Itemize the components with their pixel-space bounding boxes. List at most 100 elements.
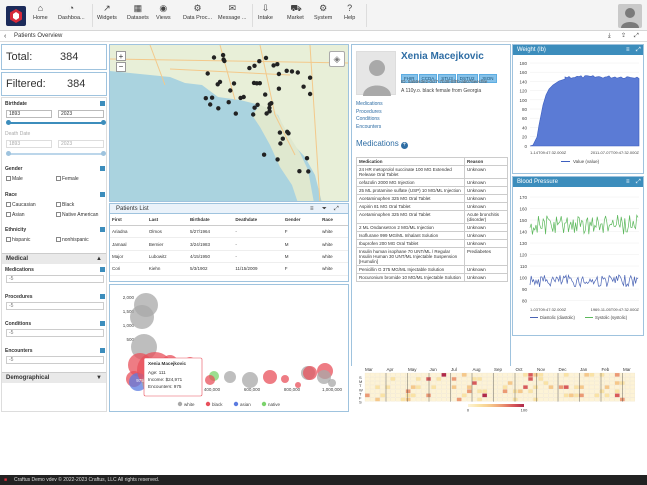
calendar-cell[interactable] xyxy=(533,381,539,385)
calendar-cell[interactable] xyxy=(441,377,447,381)
calendar-cell[interactable] xyxy=(507,397,513,402)
calendar-cell[interactable] xyxy=(589,381,595,385)
calendar-cell[interactable] xyxy=(487,389,493,394)
calendar-cell[interactable] xyxy=(492,389,498,394)
calendar-cell[interactable] xyxy=(568,393,574,398)
column-header[interactable]: Gender xyxy=(282,214,321,226)
calendar-cell[interactable] xyxy=(482,393,488,398)
bubble[interactable] xyxy=(281,375,289,383)
calendar-cell[interactable] xyxy=(415,381,421,385)
weight-menu-icon[interactable]: ≡ xyxy=(626,47,630,53)
calendar-cell[interactable] xyxy=(594,385,600,390)
calendar-cell[interactable] xyxy=(574,397,579,402)
calendar-cell[interactable] xyxy=(375,381,381,385)
calendar-cell[interactable] xyxy=(563,377,569,381)
calendar-cell[interactable] xyxy=(466,372,472,377)
calendar-cell[interactable] xyxy=(614,385,620,390)
calendar-cell[interactable] xyxy=(477,393,482,398)
calendar-cell[interactable] xyxy=(466,381,472,385)
calendar-cell[interactable] xyxy=(487,381,493,385)
calendar-cell[interactable] xyxy=(420,397,426,402)
calendar-cell[interactable] xyxy=(630,372,636,377)
map-marker[interactable] xyxy=(307,75,313,80)
calendar-cell[interactable] xyxy=(609,397,615,402)
calendar-cell[interactable] xyxy=(604,372,610,377)
calendar-cell[interactable] xyxy=(471,393,477,398)
diastolic-series[interactable] xyxy=(529,273,639,288)
calendar-cell[interactable] xyxy=(466,377,472,381)
map-marker[interactable] xyxy=(233,111,238,116)
calendar-cell[interactable] xyxy=(385,389,391,394)
calendar-cell[interactable] xyxy=(471,385,477,390)
calendar-cell[interactable] xyxy=(574,381,579,385)
calendar-cell[interactable] xyxy=(471,381,477,385)
calendar-cell[interactable] xyxy=(604,389,610,394)
calendar-cell[interactable] xyxy=(574,389,579,394)
calendar-cell[interactable] xyxy=(594,381,600,385)
map-marker[interactable] xyxy=(301,84,306,89)
calendar-cell[interactable] xyxy=(431,377,437,381)
calendar-cell[interactable] xyxy=(523,393,528,398)
calendar-cell[interactable] xyxy=(609,389,615,394)
table-row[interactable]: Acetaminophen 325 MG Oral Tablet Unknown xyxy=(356,194,508,203)
calendar-cell[interactable] xyxy=(609,393,615,398)
calendar-cell[interactable] xyxy=(370,381,375,385)
calendar-cell[interactable] xyxy=(426,381,431,385)
map-marker[interactable] xyxy=(252,105,257,110)
calendar-cell[interactable] xyxy=(574,372,579,377)
calendar-cell[interactable] xyxy=(507,377,513,381)
calendar-cell[interactable] xyxy=(533,372,539,377)
calendar-cell[interactable] xyxy=(568,385,574,390)
calendar-cell[interactable] xyxy=(625,385,630,390)
map-marker[interactable] xyxy=(267,105,272,111)
calendar-cell[interactable] xyxy=(456,389,462,394)
list-icon[interactable]: ≡ xyxy=(310,206,314,212)
calendar-cell[interactable] xyxy=(517,393,523,398)
calendar-cell[interactable] xyxy=(609,377,615,381)
bubble[interactable] xyxy=(295,382,301,388)
format-tag[interactable]: DSTU2 xyxy=(456,74,478,83)
calendar-cell[interactable] xyxy=(609,381,615,385)
calendar-cell[interactable] xyxy=(599,389,605,394)
calendar-cell[interactable] xyxy=(574,385,579,390)
calendar-cell[interactable] xyxy=(579,377,584,381)
calendar-cell[interactable] xyxy=(364,372,370,377)
calendar-cell[interactable] xyxy=(589,377,595,381)
calendar-cell[interactable] xyxy=(558,377,564,381)
map-marker[interactable] xyxy=(295,70,300,75)
calendar-cell[interactable] xyxy=(599,372,605,377)
map-marker[interactable] xyxy=(263,92,268,97)
calendar-cell[interactable] xyxy=(436,381,442,385)
calendar-cell[interactable] xyxy=(630,381,636,385)
bubble[interactable] xyxy=(317,370,331,384)
calendar-cell[interactable] xyxy=(436,397,442,402)
calendar-cell[interactable] xyxy=(471,389,477,394)
calendar-cell[interactable] xyxy=(477,385,482,390)
calendar-cell[interactable] xyxy=(426,389,431,394)
calendar-cell[interactable] xyxy=(380,372,386,377)
calendar-cell[interactable] xyxy=(364,393,370,398)
calendar-cell[interactable] xyxy=(380,385,386,390)
calendar-cell[interactable] xyxy=(477,372,482,377)
medications-filter-input[interactable]: -5 xyxy=(6,275,104,283)
caucasian-checkbox[interactable] xyxy=(6,202,11,208)
calendar-cell[interactable] xyxy=(456,381,462,385)
nav-message[interactable]: ✉ Message ... xyxy=(218,3,246,29)
nav-dataproc[interactable]: ⚙ Data Proc... xyxy=(183,3,212,29)
calendar-cell[interactable] xyxy=(497,377,503,381)
column-header[interactable]: First xyxy=(110,214,147,226)
calendar-cell[interactable] xyxy=(512,389,518,394)
deathdate-slider[interactable] xyxy=(6,151,106,156)
calendar-cell[interactable] xyxy=(625,397,630,402)
calendar-cell[interactable] xyxy=(410,385,416,390)
map-marker[interactable] xyxy=(238,95,243,101)
calendar-cell[interactable] xyxy=(492,377,498,381)
birthdate-checkbox[interactable] xyxy=(100,101,105,106)
calendar-cell[interactable] xyxy=(410,397,416,402)
calendar-cell[interactable] xyxy=(512,377,518,381)
zoom-out-button[interactable]: − xyxy=(116,62,126,72)
calendar-cell[interactable] xyxy=(436,377,442,381)
calendar-cell[interactable] xyxy=(405,397,411,402)
map-marker[interactable] xyxy=(247,65,252,71)
calendar-cell[interactable] xyxy=(594,372,600,377)
